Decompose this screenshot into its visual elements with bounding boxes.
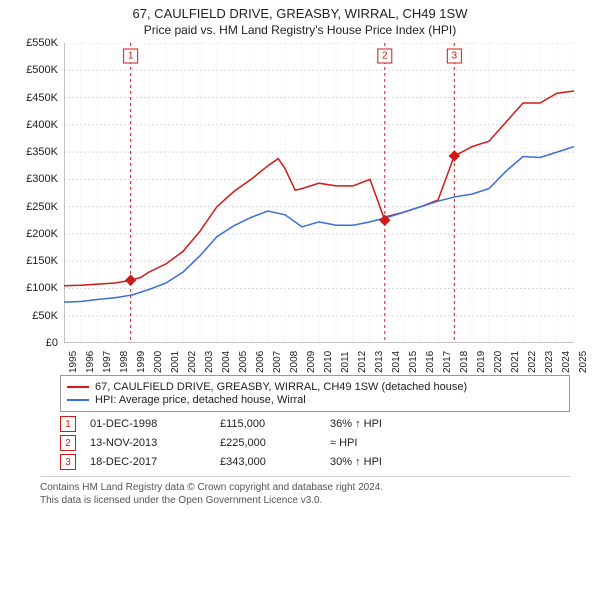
footnote: Contains HM Land Registry data © Crown c… — [40, 476, 570, 507]
footnote-line: This data is licensed under the Open Gov… — [40, 494, 570, 507]
y-tick-label: £150K — [26, 255, 58, 267]
x-tick-label: 2007 — [272, 351, 283, 373]
y-tick-label: £200K — [26, 228, 58, 240]
x-tick-label: 1997 — [102, 351, 113, 373]
event-badge: 2 — [60, 435, 76, 451]
event-price: £225,000 — [220, 437, 330, 449]
svg-text:2: 2 — [382, 51, 388, 62]
y-tick-label: £350K — [26, 146, 58, 158]
y-tick-label: £500K — [26, 64, 58, 76]
x-tick-label: 1998 — [119, 351, 130, 373]
page-title: 67, CAULFIELD DRIVE, GREASBY, WIRRAL, CH… — [0, 0, 600, 21]
x-tick-label: 2025 — [578, 351, 589, 373]
x-tick-label: 2001 — [170, 351, 181, 373]
event-badge: 1 — [60, 416, 76, 432]
x-tick-label: 2013 — [374, 351, 385, 373]
x-tick-label: 2004 — [221, 351, 232, 373]
legend-swatch — [67, 386, 89, 388]
event-hpi: 30% ↑ HPI — [330, 456, 570, 468]
x-tick-label: 2009 — [306, 351, 317, 373]
x-tick-label: 2019 — [476, 351, 487, 373]
x-tick-label: 2003 — [204, 351, 215, 373]
y-tick-label: £300K — [26, 173, 58, 185]
y-tick-label: £100K — [26, 282, 58, 294]
page-subtitle: Price paid vs. HM Land Registry's House … — [0, 21, 600, 43]
x-tick-label: 2021 — [510, 351, 521, 373]
footnote-line: Contains HM Land Registry data © Crown c… — [40, 481, 570, 494]
x-tick-label: 2011 — [340, 351, 351, 373]
x-axis: 1995 1996 1997 1998 1999 2000 2001 2002 2003 2004… — [64, 343, 574, 383]
x-tick-label: 2023 — [544, 351, 555, 373]
x-tick-label: 2020 — [493, 351, 504, 373]
y-tick-label: £50K — [32, 310, 58, 322]
x-tick-label: 2017 — [442, 351, 453, 373]
legend-item: HPI: Average price, detached house, Wirr… — [67, 394, 563, 406]
event-row: 3 18-DEC-2017£343,00030% ↑ HPI — [60, 454, 570, 470]
event-date: 13-NOV-2013 — [90, 437, 220, 449]
y-axis: £0£50K£100K£150K£200K£250K£300K£350K£400… — [20, 43, 60, 343]
legend-swatch — [67, 399, 89, 401]
svg-text:3: 3 — [452, 51, 458, 62]
x-tick-label: 2014 — [391, 351, 402, 373]
x-tick-label: 2002 — [187, 351, 198, 373]
event-hpi: ≈ HPI — [330, 437, 570, 449]
chart: £0 £50K £100K £150K £200K £250K £300K £350K £400… — [20, 43, 580, 373]
event-row: 2 13-NOV-2013£225,000≈ HPI — [60, 435, 570, 451]
x-tick-label: 2022 — [527, 351, 538, 373]
x-tick-label: 2010 — [323, 351, 334, 373]
event-date: 18-DEC-2017 — [90, 456, 220, 468]
chart-plot: 1 2 3 — [64, 43, 574, 343]
y-tick-label: £450K — [26, 92, 58, 104]
y-tick-label: £250K — [26, 201, 58, 213]
x-tick-label: 2016 — [425, 351, 436, 373]
x-tick-label: 2018 — [459, 351, 470, 373]
x-tick-label: 1995 — [68, 351, 79, 373]
x-tick-label: 2006 — [255, 351, 266, 373]
x-tick-label: 2012 — [357, 351, 368, 373]
event-badge: 3 — [60, 454, 76, 470]
y-tick-label: £0 — [46, 337, 58, 349]
x-tick-label: 1996 — [85, 351, 96, 373]
y-tick-label: £400K — [26, 119, 58, 131]
event-price: £343,000 — [220, 456, 330, 468]
event-hpi: 36% ↑ HPI — [330, 418, 570, 430]
x-tick-label: 2005 — [238, 351, 249, 373]
y-tick-label: £550K — [26, 37, 58, 49]
x-tick-label: 2000 — [153, 351, 164, 373]
svg-text:1: 1 — [128, 51, 134, 62]
x-tick-label: 2008 — [289, 351, 300, 373]
event-date: 01-DEC-1998 — [90, 418, 220, 430]
x-tick-label: 2024 — [561, 351, 572, 373]
event-price: £115,000 — [220, 418, 330, 430]
event-row: 1 01-DEC-1998£115,00036% ↑ HPI — [60, 416, 570, 432]
events-table: 1 01-DEC-1998£115,00036% ↑ HPI 2 13-NOV-201… — [60, 416, 570, 470]
legend-label: HPI: Average price, detached house, Wirr… — [95, 394, 306, 406]
x-tick-label: 2015 — [408, 351, 419, 373]
x-tick-label: 1999 — [136, 351, 147, 373]
